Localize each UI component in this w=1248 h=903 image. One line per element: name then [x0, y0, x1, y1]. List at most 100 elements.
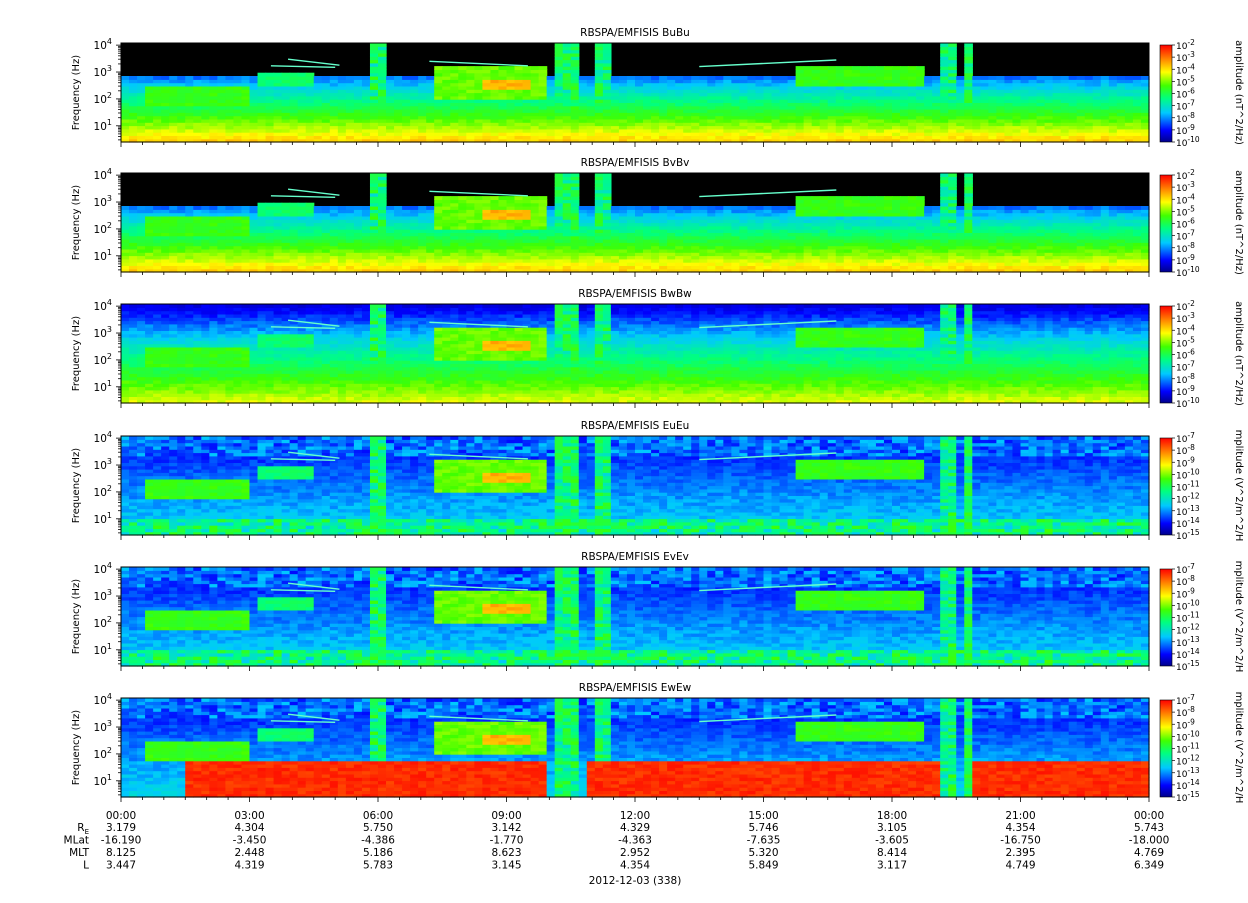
spectrogram-cell: [852, 66, 861, 70]
panel-title: RBSPA/EMFISIS BvBv: [581, 157, 690, 169]
spectrogram-cell: [314, 76, 323, 80]
spectrogram-cell: [490, 196, 499, 200]
spectrogram-cell: [755, 76, 764, 80]
spectrogram-cell: [426, 76, 435, 80]
colorbar-label: amplitude (nT^2/Hz): [1233, 40, 1244, 145]
spectrogram-cell: [715, 206, 724, 210]
spectrogram-cell: [699, 76, 708, 80]
spectrogram-cell: [298, 203, 307, 207]
spectrogram-cell: [876, 66, 885, 70]
spectrogram-cell: [490, 66, 499, 70]
spectrogram-cell: [394, 206, 403, 210]
spectrogram-cell: [250, 76, 259, 80]
spectrogram-cell: [1045, 76, 1054, 80]
spectrogram-cell: [739, 206, 748, 210]
spectrogram-cell: [370, 173, 379, 177]
spectrogram-cell: [683, 206, 692, 210]
spectrogram-cell: [691, 206, 700, 210]
spectrogram-cell: [153, 76, 162, 80]
spectrogram-cell: [306, 73, 315, 77]
spectrogram-cell: [651, 76, 660, 80]
spectrogram-cell: [571, 43, 580, 47]
spectrogram-cell: [233, 76, 242, 80]
spectrogram-cell: [507, 66, 516, 70]
spectrogram-cell: [193, 76, 202, 80]
spectrogram-cell: [908, 66, 917, 70]
spectrogram-cell: [1021, 76, 1030, 80]
spectrogram-cell: [1037, 76, 1046, 80]
spectrogram-cell: [1012, 76, 1021, 80]
spectrogram-cell: [563, 173, 572, 177]
spectrogram-cell: [964, 43, 973, 47]
spectrogram-cell: [988, 76, 997, 80]
spectrogram-cell: [595, 43, 604, 47]
spectrogram-cell: [386, 76, 395, 80]
spectrogram-cell: [314, 206, 323, 210]
spectrogram-cell: [868, 66, 877, 70]
spectrogram-cell: [651, 206, 660, 210]
spectrogram-cell: [482, 196, 491, 200]
spectrogram-cell: [1069, 76, 1078, 80]
spectrogram-cell: [659, 206, 668, 210]
spectrogram-cell: [619, 206, 628, 210]
spectrogram-cell: [643, 206, 652, 210]
spectrogram-cell: [932, 76, 941, 80]
spectrogram-cell: [290, 203, 299, 207]
spectrogram-cell: [442, 66, 451, 70]
spectrogram-cell: [876, 196, 885, 200]
spectrogram-cell: [659, 76, 668, 80]
spectrogram-cell: [884, 66, 893, 70]
spectrogram-cell: [804, 196, 813, 200]
spectrogram-cell: [531, 66, 540, 70]
spectrogram-cell: [402, 76, 411, 80]
spectrogram-cell: [169, 76, 178, 80]
spectrogram-cell: [812, 196, 821, 200]
spectrogram-cell: [434, 66, 443, 70]
spectrogram-cell: [370, 43, 379, 47]
spectrogram-cell: [306, 203, 315, 207]
spectrogram-cell: [185, 76, 194, 80]
spectrogram-cell: [539, 196, 548, 200]
spectrogram-cell: [892, 196, 901, 200]
spectrogram-cell: [836, 196, 845, 200]
spectrogram-cell: [739, 76, 748, 80]
spectrogram-cell: [1101, 76, 1110, 80]
spectrogram-cell: [402, 206, 411, 210]
y-tick-label: 102: [94, 91, 112, 106]
spectrogram-cell: [523, 66, 532, 70]
spectrogram-cell: [241, 76, 250, 80]
spectrogram-cell: [884, 196, 893, 200]
spectrogram-cell: [450, 66, 459, 70]
spectrogram-cell: [780, 76, 789, 80]
spectrogram-cell: [1053, 76, 1062, 80]
spectrogram-cell: [410, 206, 419, 210]
spectrogram-cell: [804, 66, 813, 70]
spectrogram-cell: [796, 196, 805, 200]
spectrogram-cell: [731, 206, 740, 210]
spectrogram-cell: [715, 76, 724, 80]
spectrogram-cell: [587, 206, 596, 210]
spectrogram-cell: [948, 43, 957, 47]
spectrogram-cell: [996, 76, 1005, 80]
spectrogram-cell: [723, 206, 732, 210]
spectrogram-cell: [129, 76, 138, 80]
spectrogram-cell: [330, 76, 339, 80]
spectrogram-cell: [362, 206, 371, 210]
spectrogram-cell: [266, 203, 275, 207]
spectrogram-cell: [900, 66, 909, 70]
spectrogram-cell: [643, 76, 652, 80]
spectrogram-cell: [177, 206, 186, 210]
spectrogram-cell: [579, 76, 588, 80]
y-tick-label: 104: [94, 37, 112, 52]
spectrogram-cell: [145, 206, 154, 210]
spectrogram-cell: [523, 196, 532, 200]
spectrogram-cell: [707, 206, 716, 210]
spectrogram-cell: [386, 206, 395, 210]
spectrogram-cell: [137, 76, 146, 80]
spectrogram-cell: [498, 196, 507, 200]
spectrogram-cell: [442, 196, 451, 200]
